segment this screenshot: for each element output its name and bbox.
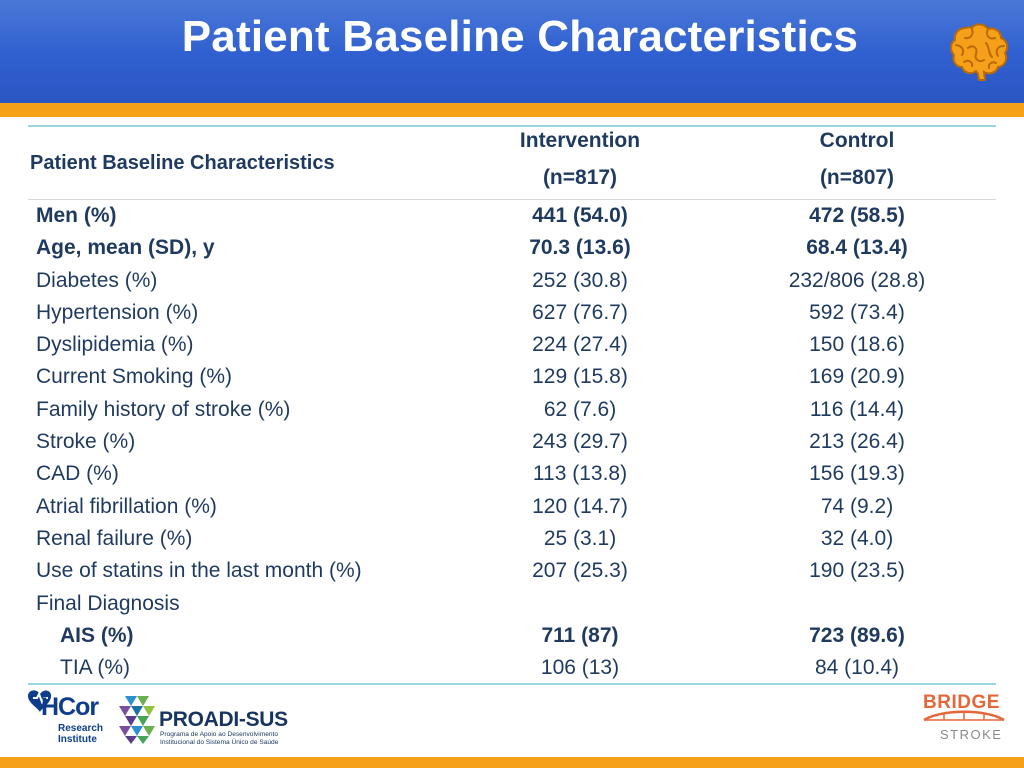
footer-accent-bar [0,757,1024,768]
control-value: 32 (4.0) [820,526,894,550]
table-row: Renal failure (%) 25 (3.1) 32 (4.0) [0,523,1024,555]
row-label: CAD (%) [36,462,119,486]
column-header-intervention-n: (n=817) [542,166,618,189]
row-label: AIS (%) [60,623,134,647]
hcor-logo-subtitle: Research Institute [58,723,103,745]
row-label: Final Diagnosis [36,591,180,615]
table-row: Hypertension (%) 627 (76.7) 592 (73.4) [0,297,1024,329]
proadi-sus-logo-name: PROADI-SUS [159,708,288,731]
control-value: 592 (73.4) [809,300,905,324]
row-label: Atrial fibrillation (%) [36,494,217,518]
column-header-intervention-title: Intervention [519,129,641,152]
hcor-sub-line1: Research [58,723,104,734]
proadi-sus-mark-icon [119,696,155,744]
column-header-control-n: (n=807) [819,166,895,189]
table-row: TIA (%) 106 (13) 84 (10.4) [0,652,1024,684]
bridge-logo-subtitle: STROKE [940,727,1003,742]
control-value: 723 (89.6) [809,623,905,647]
intervention-value: 113 (13.8) [532,462,628,486]
control-value: 84 (10.4) [814,656,900,680]
table-row: Stroke (%) 243 (29.7) 213 (26.4) [0,426,1024,458]
brain-icon [950,23,1009,81]
table-row: Diabetes (%) 252 (30.8) 232/806 (28.8) [0,265,1024,297]
control-value: 116 (14.4) [809,397,905,421]
row-label: Hypertension (%) [36,300,199,324]
control-value: 169 (20.9) [809,365,905,389]
table-bottom-rule [28,683,996,685]
table-header-rule [28,199,996,200]
row-label: Age, mean (SD), y [36,236,215,260]
proadi-sus-logo-subtitle: Programa de Apoio ao Desenvolvimento Ins… [160,731,290,747]
intervention-value: 243 (29.7) [532,430,628,454]
table-row: AIS (%) 711 (87) 723 (89.6) [0,620,1024,652]
bridge-arch-icon [923,710,1005,721]
table-header-label: Patient Baseline Characteristics [30,152,335,174]
hcor-sub-line2: Institute [58,734,97,745]
hcor-logo-name: HCor [41,693,99,721]
row-label: Dyslipidemia (%) [36,333,194,357]
proadi-sub-line1: Programa de Apoio ao Desenvolvimento [160,731,279,738]
row-label: Family history of stroke (%) [36,397,291,421]
control-value: 232/806 (28.8) [788,268,926,292]
table-top-rule [28,125,996,127]
control-value: 472 (58.5) [809,204,905,227]
intervention-value: 120 (14.7) [532,494,628,518]
column-header-control-title: Control [819,129,895,152]
table-row: Family history of stroke (%) 62 (7.6) 11… [0,394,1024,426]
bridge-logo-name: BRIDGE [923,692,1000,713]
slide-title: Patient Baseline Characteristics [181,12,859,61]
row-label: Current Smoking (%) [36,365,233,389]
row-label: TIA (%) [60,656,131,680]
intervention-value: 70.3 (13.6) [529,236,631,260]
table-row: Men (%) 441 (54.0) 472 (58.5) [0,200,1024,232]
proadi-sub-line2: Institucional do Sistema Único de Saúde [160,739,279,746]
table-row: Dyslipidemia (%) 224 (27.4) 150 (18.6) [0,329,1024,361]
table-row: Age, mean (SD), y 70.3 (13.6) 68.4 (13.4… [0,232,1024,264]
table-row: Use of statins in the last month (%) 207… [0,555,1024,587]
intervention-value: 129 (15.8) [532,365,628,389]
control-value: 150 (18.6) [809,333,905,357]
intervention-value: 441 (54.0) [532,204,628,227]
intervention-value: 224 (27.4) [532,333,628,357]
row-label: Diabetes (%) [36,268,158,292]
control-value: 74 (9.2) [820,494,894,518]
control-value: 213 (26.4) [809,430,905,454]
table-row: CAD (%) 113 (13.8) 156 (19.3) [0,458,1024,490]
intervention-value: 711 (87) [541,623,619,647]
control-value: 68.4 (13.4) [806,236,908,260]
intervention-value: 207 (25.3) [532,559,628,583]
table-body: Men (%) 441 (54.0) 472 (58.5) Age, mean … [0,200,1024,684]
intervention-value: 627 (76.7) [532,300,628,324]
row-label: Use of statins in the last month (%) [36,559,362,583]
intervention-value: 252 (30.8) [532,268,628,292]
row-label: Men (%) [36,204,117,227]
slide-header: Patient Baseline Characteristics [0,0,1024,103]
intervention-value: 62 (7.6) [543,397,617,421]
intervention-value: 25 (3.1) [543,526,617,550]
table-row: Final Diagnosis [0,588,1024,620]
row-label: Stroke (%) [36,430,136,454]
intervention-value: 106 (13) [540,656,620,680]
hcor-heart-icon [28,690,52,712]
control-value: 190 (23.5) [809,559,905,583]
table-row: Current Smoking (%) 129 (15.8) 169 (20.9… [0,361,1024,393]
table-row: Atrial fibrillation (%) 120 (14.7) 74 (9… [0,491,1024,523]
header-accent-bar [0,103,1024,117]
control-value: 156 (19.3) [809,462,905,486]
row-label: Renal failure (%) [36,526,193,550]
